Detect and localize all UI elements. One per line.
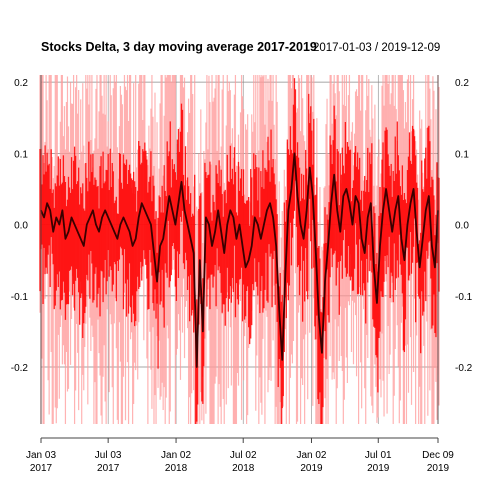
date-range-label: 2017-01-03 / 2019-12-09 bbox=[313, 42, 440, 54]
x-tick-year-label: 2019 bbox=[367, 463, 390, 474]
series-line bbox=[40, 152, 439, 368]
y-tick-label-right: 0.0 bbox=[455, 221, 469, 232]
x-tick-year-label: 2019 bbox=[427, 463, 450, 474]
series-layer bbox=[40, 152, 439, 368]
y-tick-label-left: 0.2 bbox=[14, 78, 28, 89]
x-tick-label: Jul 03 bbox=[95, 450, 122, 461]
y-tick-label-right: -0.1 bbox=[455, 292, 473, 303]
x-tick-label: Jan 02 bbox=[296, 450, 326, 461]
x-tick-label: Jan 02 bbox=[161, 450, 191, 461]
x-tick-label: Jul 02 bbox=[230, 450, 257, 461]
x-tick-label: Dec 09 bbox=[422, 450, 454, 461]
y-tick-label-left: 0.0 bbox=[14, 221, 28, 232]
y-tick-label-right: -0.2 bbox=[455, 363, 473, 374]
x-tick-year-label: 2018 bbox=[165, 463, 188, 474]
x-tick-year-label: 2017 bbox=[30, 463, 53, 474]
y-tick-label-left: -0.1 bbox=[11, 292, 29, 303]
x-tick-label: Jul 01 bbox=[365, 450, 392, 461]
y-tick-label-left: -0.2 bbox=[11, 363, 29, 374]
chart-title: Stocks Delta, 3 day moving average 2017-… bbox=[41, 40, 317, 54]
y-tick-label-right: 0.2 bbox=[455, 78, 469, 89]
x-tick-year-label: 2017 bbox=[97, 463, 120, 474]
range-bands bbox=[39, 75, 440, 424]
axes: 0.2 0.2 0.1 0.1 0.0 0.0 -0.1 -0.1 -0.2 -0.2 Jan 03… bbox=[11, 75, 473, 474]
x-tick-year-label: 2018 bbox=[232, 463, 255, 474]
x-tick-label: Jan 03 bbox=[26, 450, 56, 461]
x-tick-year-label: 2019 bbox=[300, 463, 323, 474]
y-tick-label-right: 0.1 bbox=[455, 149, 469, 160]
y-tick-label-left: 0.1 bbox=[14, 149, 28, 160]
